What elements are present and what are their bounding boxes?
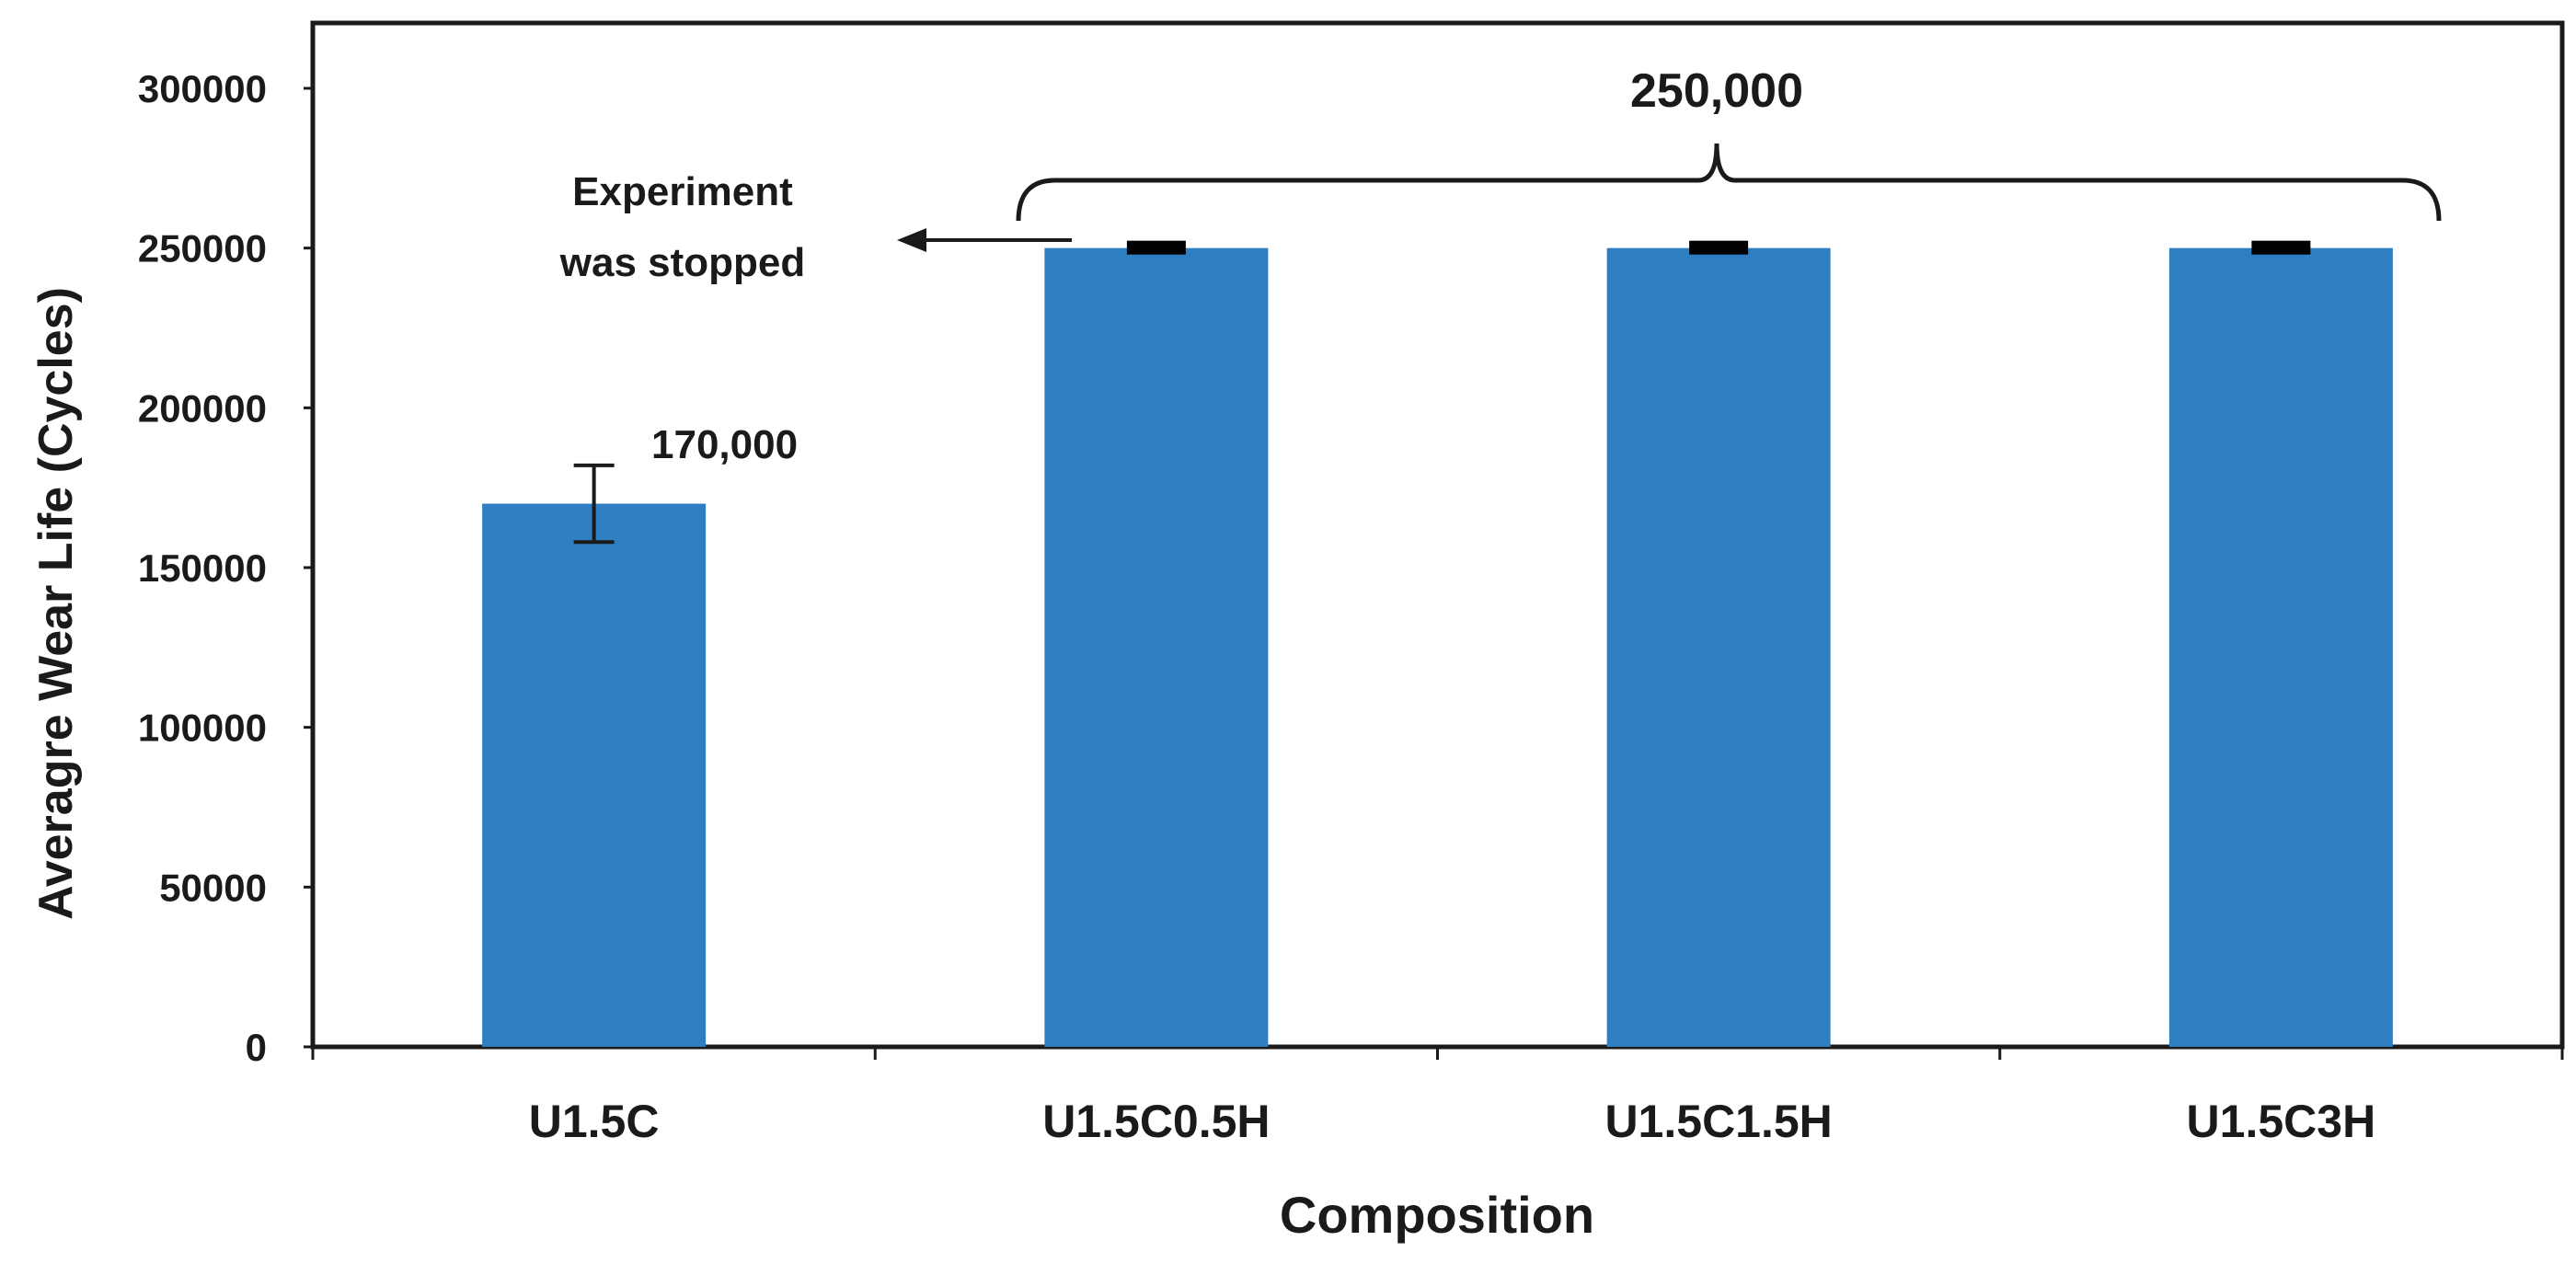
y-tick-label: 150000 [138,546,267,590]
bar [1606,247,1831,1048]
bars [482,240,2393,1048]
bar [2168,247,2393,1048]
y-tick-label: 0 [246,1026,267,1069]
y-tick-label: 250000 [138,227,267,270]
y-tick-label: 300000 [138,67,267,110]
x-axis-label: Composition [1280,1186,1594,1244]
stopped-label-line2: was stopped [559,240,806,285]
error-bar [2251,240,2311,255]
annotations: 170,000 250,000 Experiment was stopped [559,64,2442,467]
y-tick-label: 50000 [159,866,267,909]
y-axis-label: Averagre Wear Life (Cycles) [29,287,83,920]
y-tick-label: 100000 [138,706,267,750]
group-brace [1016,143,2442,222]
x-tick-label: U1.5C0.5H [1042,1096,1270,1147]
stopped-label-line1: Experiment [572,169,793,214]
error-bar [1126,240,1186,255]
stopped-arrow-head [897,228,926,252]
y-tick-label: 200000 [138,386,267,430]
x-axis: U1.5C U1.5C0.5H U1.5C1.5H U1.5C3H [311,1047,2564,1147]
u15c-value-label: 170,000 [651,422,798,467]
bar [1044,247,1269,1048]
x-tick-label: U1.5C3H [2187,1096,2376,1147]
x-tick-label: U1.5C [529,1096,660,1147]
bar [482,503,707,1047]
error-bar [1689,240,1749,255]
y-axis: 0 50000 100000 150000 200000 250000 300000 [138,67,313,1069]
group-value-label: 250,000 [1630,64,1803,118]
x-tick-label: U1.5C1.5H [1604,1096,1832,1147]
